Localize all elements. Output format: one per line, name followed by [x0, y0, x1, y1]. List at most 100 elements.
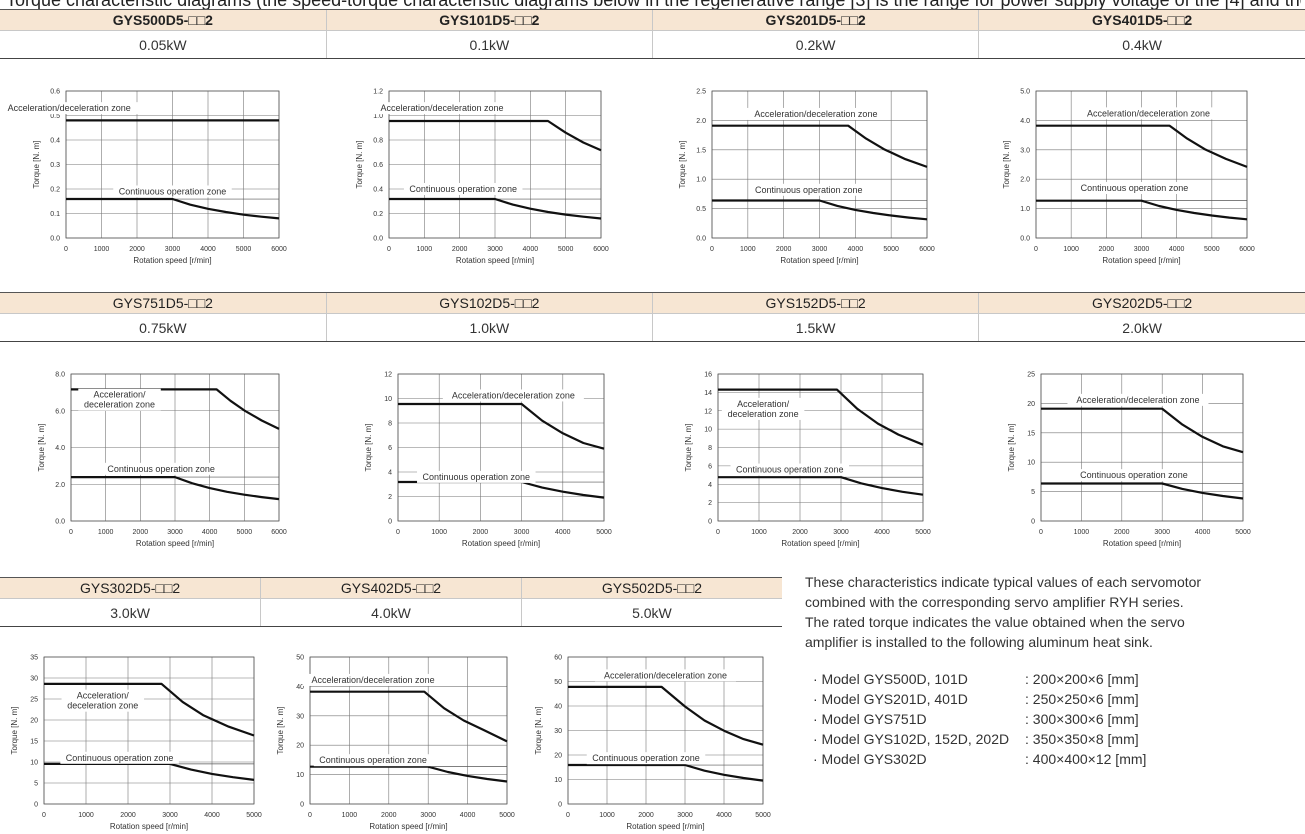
- continuous-zone-curve: [398, 480, 605, 499]
- y-tick-label: 14: [704, 390, 712, 397]
- zone-label-bg: [113, 185, 232, 198]
- y-tick-label: 20: [296, 743, 304, 750]
- torque-chart-gys101d5: 0 1000 2000 3000 4000 5000 6000 0.0 0.2 0.4 0.6 0.8…: [355, 89, 609, 266]
- heat-sink-model: · Model GYS102D, 152D, 202D: [813, 731, 1010, 747]
- continuous-zone-curve: [718, 476, 924, 496]
- y-tick-label: 4: [388, 470, 392, 477]
- y-axis-label: Torque [N. m]: [10, 706, 19, 754]
- zone-label-bg: [403, 183, 523, 195]
- y-axis-label: Torque [N. m]: [684, 423, 693, 471]
- heat-sink-size: : 350×350×8 [mm]: [1025, 731, 1139, 747]
- plot-frame: [309, 656, 508, 805]
- zone-label-bg: [371, 102, 513, 115]
- y-tick-label: 2: [388, 494, 392, 501]
- note-line: combined with the corresponding servo am…: [805, 594, 1184, 610]
- zone-label-bg: [595, 669, 736, 682]
- zone-label-bg: [749, 183, 868, 196]
- x-tick-label: 2000: [120, 812, 136, 819]
- x-tick-label: 0: [308, 812, 312, 819]
- plot-frame: [1035, 90, 1248, 239]
- continuous-zone-curve: [389, 197, 602, 220]
- y-axis-label: Torque [N. m]: [364, 423, 373, 471]
- continuous-zone-label: Continuous operation zone: [755, 185, 863, 195]
- y-tick-label: 0.1: [50, 211, 60, 218]
- heat-sink-size: : 300×300×6 [mm]: [1025, 711, 1139, 727]
- power-cell: 1.0kW: [325, 313, 653, 342]
- x-tick-label: 4000: [1195, 529, 1211, 536]
- x-tick-label: 3000: [165, 246, 181, 253]
- continuous-zone-label: Continuous operation zone: [592, 753, 700, 763]
- power-cell: 0.1kW: [325, 30, 653, 59]
- y-tick-label: 20: [30, 718, 38, 725]
- x-tick-label: 6000: [271, 529, 287, 536]
- x-axis-label: Rotation speed [r/min]: [456, 256, 534, 265]
- x-tick-label: 3000: [514, 529, 530, 536]
- continuous-zone-label: Continuous operation zone: [119, 186, 227, 196]
- heat-sink-row: · Model GYS201D, 401D : 250×250×6 [mm]: [813, 689, 1146, 709]
- x-tick-label: 1000: [94, 246, 110, 253]
- x-tick-label: 0: [64, 246, 68, 253]
- x-tick-label: 3000: [487, 246, 503, 253]
- y-tick-label: 1.0: [373, 113, 383, 120]
- x-tick-label: 1000: [98, 529, 114, 536]
- heat-sink-size: : 250×250×6 [mm]: [1025, 691, 1139, 707]
- x-tick-label: 4000: [1169, 246, 1185, 253]
- power-cell: 0.05kW: [0, 30, 327, 59]
- y-tick-label: 0.2: [373, 211, 383, 218]
- power-cell: 1.5kW: [651, 313, 979, 342]
- x-tick-label: 1000: [751, 529, 767, 536]
- x-tick-label: 1000: [740, 246, 756, 253]
- model-cell: GYS101D5-□□2: [325, 9, 653, 31]
- continuous-zone-label: Continuous operation zone: [422, 472, 530, 482]
- y-tick-label: 0.5: [696, 206, 706, 213]
- acceleration-zone-label: Acceleration/deceleration zone: [754, 109, 877, 119]
- x-tick-label: 3000: [677, 812, 693, 819]
- x-tick-label: 3000: [833, 529, 849, 536]
- acceleration-zone-label: Acceleration/deceleration zone: [312, 675, 435, 685]
- continuous-zone-curve: [712, 199, 928, 221]
- torque-chart-gys500d5: 0 1000 2000 3000 4000 5000 6000 0.0 0.1 0.2 0.3 0.4…: [0, 89, 287, 265]
- x-axis-label: Rotation speed [r/min]: [462, 539, 540, 548]
- y-axis-label: Torque [N. m]: [37, 423, 46, 471]
- continuous-zone-curve: [44, 762, 255, 781]
- note-line: amplifier is installed to the following …: [805, 634, 1153, 650]
- torque-chart-gys751d5: 0 1000 2000 3000 4000 5000 6000 0.0 2.0 4.0 6.0 8.0…: [37, 372, 287, 549]
- y-tick-label: 10: [384, 396, 392, 403]
- x-axis-label: Rotation speed [r/min]: [369, 822, 447, 831]
- x-tick-label: 1000: [431, 529, 447, 536]
- zone-label-bg: [0, 102, 140, 115]
- x-tick-label: 1000: [1074, 529, 1090, 536]
- y-axis-label: Torque [N. m]: [1007, 423, 1016, 471]
- x-tick-label: 5000: [915, 529, 931, 536]
- note-line: These characteristics indicate typical v…: [805, 574, 1202, 590]
- x-tick-label: 0: [716, 529, 720, 536]
- plot-frame: [1040, 373, 1244, 522]
- y-axis-label: Torque [N. m]: [678, 140, 687, 188]
- y-tick-label: 12: [384, 372, 392, 379]
- y-tick-label: 30: [554, 728, 562, 735]
- acceleration-zone-label: Acceleration/deceleration zone: [604, 670, 727, 680]
- acceleration-zone-curve: [71, 388, 280, 430]
- plot-frame: [567, 656, 764, 805]
- x-tick-label: 5000: [1235, 529, 1251, 536]
- x-tick-label: 5000: [883, 246, 899, 253]
- y-tick-label: 4.0: [1020, 118, 1030, 125]
- x-tick-label: 4000: [202, 529, 218, 536]
- acceleration-zone-curve: [44, 682, 255, 737]
- continuous-zone-curve: [71, 476, 280, 501]
- x-tick-label: 5000: [237, 529, 253, 536]
- heat-sink-list: · Model GYS500D, 101D : 200×200×6 [mm] ·…: [813, 669, 1146, 769]
- x-tick-label: 6000: [593, 246, 609, 253]
- plot-frame: [397, 373, 605, 522]
- x-tick-label: 4000: [848, 246, 864, 253]
- heat-sink-model: · Model GYS302D: [813, 751, 927, 767]
- heat-sink-size: : 400×400×12 [mm]: [1025, 751, 1147, 767]
- model-cell: GYS500D5-□□2: [0, 9, 327, 31]
- heat-sink-size: : 200×200×6 [mm]: [1025, 671, 1139, 687]
- power-cell: 2.0kW: [978, 313, 1305, 342]
- x-tick-label: 6000: [271, 246, 287, 253]
- y-axis-label: Torque [N. m]: [355, 140, 364, 188]
- x-tick-label: 5000: [236, 246, 252, 253]
- zone-label-bg: [302, 673, 444, 686]
- continuous-zone-curve: [66, 197, 280, 220]
